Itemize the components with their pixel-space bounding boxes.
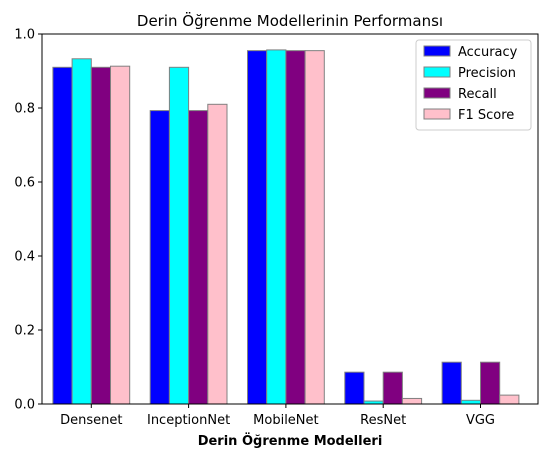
bar-accuracy-resnet [344,371,365,405]
y-tick-label: 0.6 [14,176,35,191]
y-axis: 0.0 0.2 0.4 0.6 0.8 1.0 [14,28,42,413]
legend-swatch-recall [423,87,451,99]
x-tick-label: ResNet [360,413,406,428]
bar-precision-inceptionnet [168,66,190,405]
bar-accuracy-densenet [52,66,73,405]
x-tick-label: VGG [466,413,495,428]
bar-accuracy-inceptionnet [149,110,170,405]
legend-label-recall: Recall [458,87,497,102]
bar-accuracy-mobilenet [247,50,268,405]
bar-f1-score-vgg [499,394,520,405]
chart-title: Derin Öğrenme Modellerinin Performansı [137,11,443,30]
x-axis-label: Derin Öğrenme Modelleri [198,433,383,449]
legend-label-f1-score: F1 Score [458,108,514,123]
bar-f1-score-densenet [110,65,131,405]
y-tick-label: 0.0 [14,398,35,413]
bar-recall-inceptionnet [188,110,209,405]
legend-swatch-accuracy [423,45,451,57]
bar-accuracy-vgg [441,361,462,405]
bar-precision-mobilenet [266,49,287,405]
x-tick-label: InceptionNet [147,413,230,428]
bar-f1-score-resnet [401,397,423,405]
legend-box [415,39,532,131]
bar-recall-vgg [480,361,501,405]
y-tick-label: 0.8 [14,102,35,117]
legend-swatch-precision [423,66,451,78]
bar-precision-vgg [460,399,481,405]
legend-label-precision: Precision [458,66,516,81]
bar-recall-densenet [90,66,112,405]
x-tick-label: MobileNet [253,413,318,428]
bar-precision-densenet [71,58,92,405]
plot-frame [41,33,539,405]
bar-recall-resnet [382,371,403,405]
y-tick-label: 1.0 [14,28,35,43]
bar-f1-score-inceptionnet [207,103,228,405]
y-tick-label: 0.4 [14,250,35,265]
x-tick-label: Densenet [60,413,122,428]
legend-swatch-f1-score [423,108,451,120]
bar-f1-score-mobilenet [304,50,325,405]
bar-recall-mobilenet [285,50,306,405]
x-axis: Densenet InceptionNet MobileNet ResNet VGG [60,404,495,428]
legend: Accuracy Precision Recall F1 Score [415,39,532,131]
bars-group [52,49,520,405]
y-tick-label: 0.2 [14,324,35,339]
legend-label-accuracy: Accuracy [458,45,518,60]
